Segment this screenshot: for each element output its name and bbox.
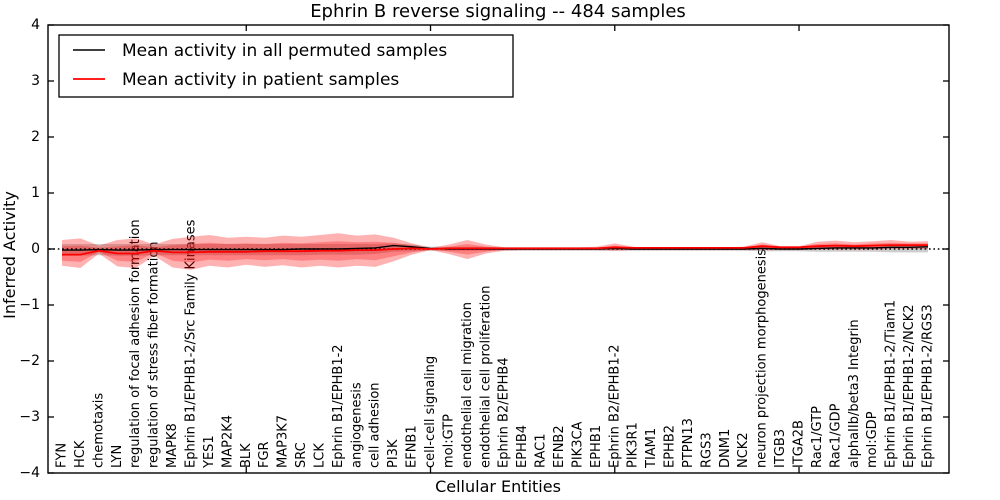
- x-tick-label: Ephrin B1/EPHB1-2/Src Family Kinases: [184, 219, 199, 468]
- x-tick-label: EPHB2: [663, 425, 678, 468]
- y-tick-label: 3: [31, 73, 40, 89]
- x-tick-label: MAP3K7: [276, 415, 291, 468]
- x-tick-label: LCK: [313, 443, 328, 468]
- legend-label-patient: Mean activity in patient samples: [122, 70, 399, 90]
- x-tick-label: alphaIIb/beta3 Integrin: [847, 319, 862, 468]
- x-tick-label: EFNB2: [552, 425, 567, 468]
- x-tick-label: regulation of stress fiber formation: [147, 241, 162, 468]
- legend-label-permuted: Mean activity in all permuted samples: [122, 41, 447, 61]
- x-tick-label: FGR: [257, 441, 272, 468]
- x-tick-label: Rac1/GDP: [828, 403, 843, 468]
- x-tick-label: ITGB3: [773, 429, 788, 468]
- x-tick-label: Ephrin B2/EPHB1-2: [607, 344, 622, 468]
- patient-band-outer: [62, 233, 928, 270]
- x-tick-label: RGS3: [699, 432, 714, 468]
- legend-box: [58, 34, 514, 98]
- x-tick-label: LYN: [110, 445, 125, 468]
- legend: Mean activity in all permuted samples Me…: [58, 34, 514, 98]
- x-tick-label: EPHB4: [515, 425, 530, 468]
- x-tick-label: TIAM1: [644, 428, 659, 469]
- x-tick-label: cell-cell signaling: [423, 356, 438, 468]
- x-tick-label: PTPN13: [681, 418, 696, 468]
- x-tick-label: endothelial cell proliferation: [478, 286, 493, 469]
- x-tick-label: FYN: [55, 443, 70, 468]
- x-tick-label: RAC1: [534, 433, 549, 468]
- patient-band-inner: [62, 241, 928, 263]
- y-tick-label: −1: [19, 297, 40, 313]
- y-tick-label: 4: [31, 17, 40, 33]
- x-tick-label: EPHB1: [589, 425, 604, 468]
- x-tick-label: angiogenesis: [349, 382, 364, 468]
- x-tick-label: MAP2K4: [220, 415, 235, 468]
- x-tick-label: SRC: [294, 442, 309, 468]
- x-tick-label: PIK3CA: [570, 421, 585, 468]
- y-tick-label: 1: [31, 185, 40, 201]
- x-tick-label: MAPK8: [165, 423, 180, 468]
- x-tick-label: Rac1/GTP: [810, 406, 825, 468]
- x-tick-label: Ephrin B1/EPHB1-2/NCK2: [902, 304, 917, 468]
- x-tick-label: PIK3R1: [626, 422, 641, 468]
- x-tick-label: EFNB1: [405, 425, 420, 468]
- x-tick-label: regulation of focal adhesion formation: [128, 219, 143, 468]
- x-tick-labels: FYN HCK chemotaxis LYN regulation of focal a…: [55, 219, 936, 469]
- y-tick-label: 2: [31, 129, 40, 145]
- y-tick-label: −2: [19, 353, 40, 369]
- x-tick-label: cell adhesion: [368, 382, 383, 468]
- y-tick-label: 0: [31, 241, 40, 257]
- x-tick-label: YES1: [202, 435, 217, 469]
- patient-mean-line: [62, 244, 928, 256]
- x-tick-label: endothelial cell migration: [460, 302, 475, 468]
- x-tick-label: NCK2: [736, 432, 751, 468]
- x-tick-label: BLK: [239, 443, 254, 468]
- x-tick-label: neuron projection morphogenesis: [755, 249, 770, 468]
- series-lines: [49, 244, 948, 256]
- x-tick-label: chemotaxis: [91, 393, 106, 468]
- x-tick-label: Ephrin B1/EPHB1-2/Tiam1: [884, 300, 899, 468]
- x-axis-title: Cellular Entities: [435, 477, 561, 496]
- y-tick-label: −3: [19, 409, 40, 425]
- chart-title: Ephrin B reverse signaling -- 484 sample…: [310, 1, 686, 22]
- y-tick-label: −4: [19, 465, 40, 481]
- x-tick-label: PI3K: [386, 439, 401, 468]
- y-axis-title: Inferred Activity: [0, 191, 19, 319]
- x-tick-label: mol:GDP: [865, 411, 880, 468]
- x-tick-label: Ephrin B1/EPHB1-2/RGS3: [921, 304, 936, 468]
- x-tick-label: DNM1: [718, 429, 733, 468]
- x-tick-label: ITGA2B: [792, 420, 807, 468]
- x-tick-label: Ephrin B2/EPHB4: [497, 357, 512, 468]
- x-tick-label: mol:GTP: [441, 414, 456, 468]
- x-tick-label: HCK: [73, 440, 88, 468]
- axes: −4 −3 −2 −1 0 1 2 3 4: [19, 17, 950, 481]
- x-tick-label: Ephrin B1/EPHB1-2: [331, 344, 346, 468]
